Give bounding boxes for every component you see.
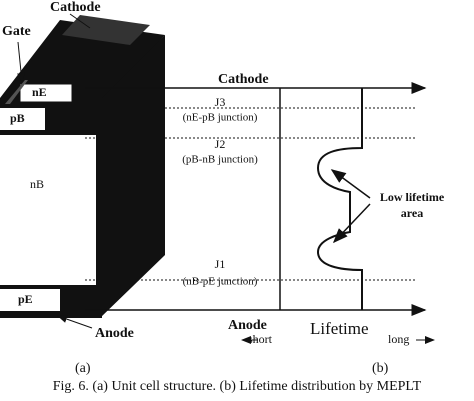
label: nE <box>32 85 47 99</box>
label: (pB-nB junction) <box>182 154 258 166</box>
label: Lifetime <box>310 319 369 338</box>
pointer <box>17 41 26 83</box>
label: J1 <box>215 257 226 271</box>
label: Anode <box>95 326 134 341</box>
pointer <box>69 13 91 29</box>
label: (nB-pE junction) <box>183 276 258 288</box>
label: (nE-pB junction) <box>183 112 258 124</box>
label: Anode <box>228 318 267 333</box>
pointer <box>330 169 371 199</box>
label: area <box>401 206 423 220</box>
label: pE <box>18 292 33 306</box>
label: Cathode <box>50 0 101 15</box>
label: Cathode <box>218 72 269 87</box>
lifetime-profile <box>316 88 363 310</box>
pointer <box>57 315 93 329</box>
label: Gate <box>2 24 31 39</box>
label: long <box>388 332 409 346</box>
label: short <box>248 332 273 346</box>
pointer <box>332 203 371 244</box>
label: nB <box>30 177 44 191</box>
label: pB <box>10 111 25 125</box>
panel-label: (a) <box>75 361 91 376</box>
cell-structure <box>0 15 165 318</box>
label: J3 <box>215 95 226 109</box>
label: Low lifetime <box>380 190 445 204</box>
panel-label: (b) <box>372 361 389 376</box>
label: J2 <box>215 137 226 151</box>
caption: Fig. 6. (a) Unit cell structure. (b) Lif… <box>53 379 422 394</box>
